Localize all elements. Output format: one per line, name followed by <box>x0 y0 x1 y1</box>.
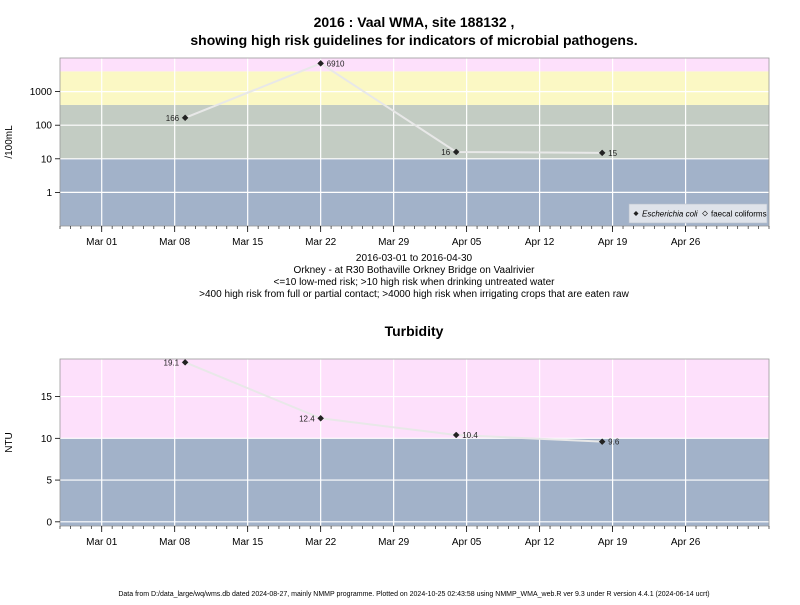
legend-marker-faecal <box>702 210 708 217</box>
data-point-1 <box>317 414 325 422</box>
data-label-2: 16 <box>441 148 450 157</box>
x-tick-label-6: Apr 12 <box>525 237 555 248</box>
data-point-1 <box>317 60 325 67</box>
series-line-0 <box>184 361 603 443</box>
x-tick-label-3: Mar 22 <box>305 237 337 248</box>
data-label-2: 10.4 <box>462 431 478 440</box>
data-point-0 <box>181 114 189 122</box>
data-label-3: 15 <box>608 149 617 158</box>
data-label-3: 9.6 <box>608 438 620 447</box>
risk-band-0 <box>60 438 769 526</box>
chart-title-line-2: showing high risk guidelines for indicat… <box>190 32 637 48</box>
y-tick-label-2: 10 <box>41 434 53 445</box>
y-axis-label: /100mL <box>4 125 15 159</box>
x-tick-label-1: Mar 08 <box>159 537 191 548</box>
data-point-2 <box>452 431 460 439</box>
subtitle-site: Orkney - at R30 Bothaville Orkney Bridge… <box>293 265 535 276</box>
data-label-1: 6910 <box>327 59 345 68</box>
data-label-0: 19.1 <box>164 358 180 367</box>
x-tick-label-4: Mar 29 <box>378 237 410 248</box>
risk-band-1 <box>60 359 769 439</box>
x-tick-label-8: Apr 26 <box>671 237 701 248</box>
subtitle-guideline-contact: >400 high risk from full or partial cont… <box>199 289 629 300</box>
legend-label-faecal: faecal coliforms <box>711 210 767 219</box>
y-tick-label-0: 0 <box>46 517 52 528</box>
x-tick-label-2: Mar 15 <box>232 237 264 248</box>
y-tick-label-1: 10 <box>41 154 53 165</box>
x-tick-label-4: Mar 29 <box>378 537 410 548</box>
data-label-0: 166 <box>166 114 180 123</box>
x-tick-label-7: Apr 19 <box>598 237 628 248</box>
turbidity-chart: Mar 01 Mar 08 Mar 15 Mar 22 Mar 29 Apr 05 Apr … <box>4 358 770 548</box>
x-tick-label-5: Apr 05 <box>452 537 482 548</box>
x-tick-label-5: Apr 05 <box>452 237 482 248</box>
data-point-0 <box>181 358 189 366</box>
data-point-3 <box>598 438 606 446</box>
risk-band-2 <box>60 71 769 105</box>
data-label-1: 12.4 <box>299 414 315 423</box>
pathogen-chart: Mar 01 Mar 08 Mar 15 Mar 22 Mar 29 Apr 05 Apr … <box>4 57 770 248</box>
turbidity-title: Turbidity <box>385 323 444 339</box>
x-tick-label-8: Apr 26 <box>671 537 701 548</box>
legend-box <box>628 203 768 224</box>
x-tick-label-0: Mar 01 <box>86 237 118 248</box>
y-tick-label-1: 5 <box>46 476 52 487</box>
subtitle-guideline-drinking: <=10 low-med risk; >10 high risk when dr… <box>274 277 556 288</box>
legend-label-ecoli: Escherichia coli <box>642 210 698 219</box>
subtitle-date-range: 2016-03-01 to 2016-04-30 <box>356 253 473 264</box>
x-tick-label-3: Mar 22 <box>305 537 337 548</box>
x-tick-label-1: Mar 08 <box>159 237 191 248</box>
y-axis-label: NTU <box>4 432 15 453</box>
x-tick-label-2: Mar 15 <box>232 537 264 548</box>
y-tick-label-0: 1 <box>46 188 52 199</box>
legend-marker-ecoli <box>633 211 639 216</box>
series-line-0 <box>184 62 603 154</box>
x-tick-label-6: Apr 12 <box>525 537 555 548</box>
footer-note: Data from D:/data_large/wq/wms.db dated … <box>118 591 709 598</box>
y-tick-label-3: 1000 <box>30 87 53 98</box>
risk-band-1 <box>60 104 769 159</box>
data-point-3 <box>598 149 606 157</box>
data-point-2 <box>452 148 460 156</box>
y-tick-label-3: 15 <box>41 392 53 403</box>
risk-band-3 <box>60 58 769 72</box>
y-tick-label-2: 100 <box>35 121 52 132</box>
x-tick-label-7: Apr 19 <box>598 537 628 548</box>
chart-title-line-1: 2016 : Vaal WMA, site 188132 , <box>314 14 515 30</box>
x-tick-label-0: Mar 01 <box>86 537 118 548</box>
